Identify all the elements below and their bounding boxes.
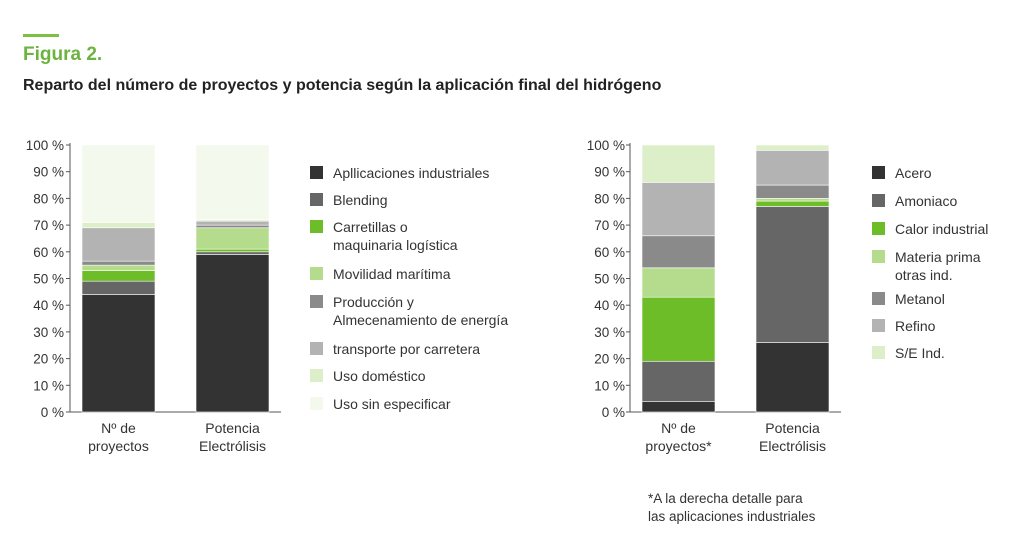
legend-label: Uso sin especificar <box>333 396 451 412</box>
legend-swatch <box>310 166 323 179</box>
category-label: Nº de <box>661 420 696 436</box>
y-tick-label: 80 % <box>33 191 64 206</box>
y-tick-label: 20 % <box>33 352 64 367</box>
bar-segment <box>755 150 830 186</box>
legend-label: otras ind. <box>895 267 953 283</box>
footnote: *A la derecha detalle para las aplicacio… <box>648 490 888 526</box>
y-tick-label: 50 % <box>594 272 625 287</box>
legend-label: Calor industrial <box>895 221 988 237</box>
bar-segment <box>755 342 830 413</box>
legend-swatch <box>310 397 323 410</box>
y-tick-label: 70 % <box>33 218 64 233</box>
legend-swatch <box>872 222 885 235</box>
bar-segment <box>195 144 270 221</box>
y-tick-label: 60 % <box>594 245 625 260</box>
bar-segment <box>81 280 156 295</box>
legend-label: Movilidad marítima <box>333 266 451 282</box>
accent-rule <box>23 34 59 37</box>
bar-segment <box>641 144 716 183</box>
category-label: proyectos <box>88 438 149 454</box>
category-label: Electrólisis <box>759 438 826 454</box>
figure-title: Reparto del número de proyectos y potenc… <box>23 77 662 94</box>
bar-segment <box>755 184 830 199</box>
bar-segment <box>641 296 716 362</box>
legend-label: transporte por carretera <box>333 341 480 357</box>
bar-segment <box>195 224 270 229</box>
y-tick-label: 40 % <box>33 298 64 313</box>
y-tick-label: 90 % <box>594 165 625 180</box>
bar-segment <box>195 251 270 255</box>
y-tick-label: 10 % <box>33 378 64 393</box>
footnote-line: las aplicaciones industriales <box>648 509 816 524</box>
y-tick-label: 50 % <box>33 272 64 287</box>
legend-label: Apllicaciones industriales <box>333 165 489 181</box>
legend-swatch <box>872 346 885 359</box>
legend-swatch <box>310 342 323 355</box>
y-tick-label: 100 % <box>26 138 64 153</box>
bar-segment <box>195 254 270 413</box>
bar-segment <box>81 144 156 223</box>
bar-segment <box>81 264 156 271</box>
bar-segment <box>755 200 830 207</box>
legend-swatch <box>872 194 885 207</box>
bar-segment <box>755 144 830 151</box>
legend-label: maquinaria logística <box>333 237 458 253</box>
legend-label: Materia prima <box>895 249 981 265</box>
bar-segment <box>195 248 270 253</box>
legend-swatch <box>310 193 323 206</box>
footnote-line: *A la derecha detalle para <box>648 491 803 506</box>
bar-segment <box>195 220 270 226</box>
bar-segment <box>81 260 156 266</box>
y-tick-label: 70 % <box>594 218 625 233</box>
y-tick-label: 40 % <box>594 298 625 313</box>
legend-label: Amoniaco <box>895 193 957 209</box>
y-tick-label: 60 % <box>33 245 64 260</box>
legend-label: Refino <box>895 318 936 334</box>
category-label: proyectos* <box>645 438 712 454</box>
legend-label: Blending <box>333 192 388 208</box>
legend-swatch <box>872 250 885 263</box>
legend-swatch <box>310 267 323 280</box>
bar-segment <box>641 235 716 269</box>
legend-label: Metanol <box>895 291 945 307</box>
y-tick-label: 20 % <box>594 352 625 367</box>
bar-segment <box>641 182 716 237</box>
legend-swatch <box>310 295 323 308</box>
legend-swatch <box>872 166 885 179</box>
bar-segment <box>81 227 156 262</box>
legend-label: Producción y <box>333 294 414 310</box>
bar-segment <box>641 360 716 402</box>
legend-swatch <box>310 369 323 382</box>
legend-swatch <box>872 319 885 332</box>
legend-label: S/E Ind. <box>895 345 945 361</box>
bar-segment <box>195 227 270 250</box>
legend-swatch <box>310 220 323 233</box>
legend-swatch <box>872 292 885 305</box>
bar-segment <box>755 206 830 343</box>
category-label: Potencia <box>765 420 820 436</box>
y-tick-label: 0 % <box>41 405 64 420</box>
legend-label: Carretillas o <box>333 219 408 235</box>
y-tick-label: 30 % <box>594 325 625 340</box>
legend-label: Acero <box>895 165 932 181</box>
legend-label: Uso doméstico <box>333 368 426 384</box>
y-tick-label: 100 % <box>587 138 625 153</box>
y-tick-label: 0 % <box>602 405 625 420</box>
category-label: Potencia <box>205 420 260 436</box>
legend-label: Almecenamiento de energía <box>333 312 508 328</box>
y-tick-label: 90 % <box>33 165 64 180</box>
figure-label: Figura 2. <box>23 44 103 65</box>
y-tick-label: 80 % <box>594 191 625 206</box>
bar-segment <box>755 198 830 202</box>
y-tick-label: 30 % <box>33 325 64 340</box>
bar-segment <box>81 222 156 229</box>
bar-segment <box>81 270 156 282</box>
category-label: Electrólisis <box>199 438 266 454</box>
category-label: Nº de <box>101 420 136 436</box>
bar-segment <box>81 294 156 413</box>
bar-segment <box>641 401 716 413</box>
y-tick-label: 10 % <box>594 378 625 393</box>
bar-segment <box>641 267 716 298</box>
